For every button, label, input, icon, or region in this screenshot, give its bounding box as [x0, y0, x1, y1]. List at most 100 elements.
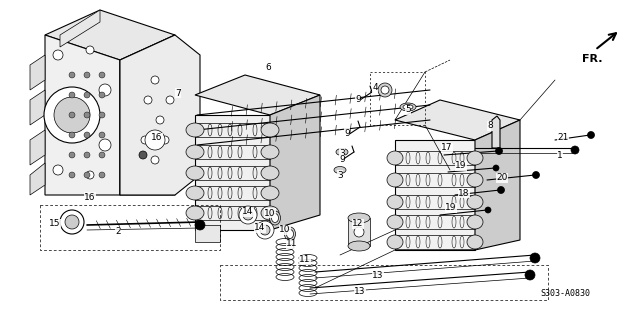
Circle shape [145, 130, 165, 150]
Circle shape [44, 87, 100, 143]
Circle shape [151, 156, 159, 164]
Circle shape [151, 76, 159, 84]
Circle shape [256, 221, 274, 239]
Text: 6: 6 [265, 64, 271, 73]
Circle shape [497, 186, 504, 193]
Circle shape [530, 253, 540, 263]
Polygon shape [30, 130, 45, 165]
Polygon shape [30, 163, 45, 195]
Ellipse shape [186, 186, 204, 200]
Bar [348, 218, 370, 246]
Polygon shape [45, 35, 120, 195]
Circle shape [86, 46, 94, 54]
Ellipse shape [387, 151, 403, 165]
Circle shape [84, 112, 90, 118]
Circle shape [69, 172, 75, 178]
Circle shape [493, 165, 499, 171]
Circle shape [532, 171, 540, 178]
Text: 13: 13 [372, 271, 384, 280]
Text: 19: 19 [445, 204, 457, 212]
Polygon shape [120, 35, 175, 195]
Text: 9: 9 [344, 128, 350, 137]
Circle shape [99, 139, 111, 151]
Text: 20: 20 [496, 174, 508, 183]
Circle shape [53, 165, 63, 175]
Ellipse shape [348, 241, 370, 251]
Ellipse shape [334, 167, 346, 174]
Circle shape [354, 227, 364, 237]
Circle shape [99, 112, 105, 118]
Polygon shape [492, 116, 500, 148]
Circle shape [99, 172, 105, 178]
Circle shape [495, 148, 502, 155]
Circle shape [69, 132, 75, 138]
Ellipse shape [285, 227, 296, 241]
Circle shape [99, 72, 105, 78]
Ellipse shape [403, 105, 413, 109]
Ellipse shape [387, 173, 403, 187]
Ellipse shape [348, 213, 370, 223]
Text: 4: 4 [372, 84, 378, 93]
Polygon shape [30, 90, 45, 125]
Text: 10: 10 [279, 225, 291, 234]
Text: 9: 9 [355, 95, 361, 105]
Text: 9: 9 [339, 156, 345, 164]
Text: 14: 14 [254, 224, 266, 232]
Circle shape [84, 92, 90, 98]
Ellipse shape [467, 235, 483, 249]
Text: 1: 1 [557, 150, 563, 160]
Circle shape [84, 172, 90, 178]
Text: 13: 13 [355, 287, 365, 296]
Ellipse shape [261, 145, 279, 159]
Text: 16: 16 [84, 192, 96, 202]
Circle shape [84, 152, 90, 158]
Circle shape [99, 92, 105, 98]
Ellipse shape [467, 215, 483, 229]
Text: 12: 12 [352, 219, 364, 229]
Circle shape [381, 86, 389, 94]
Circle shape [156, 116, 164, 124]
Circle shape [243, 210, 253, 220]
Circle shape [166, 96, 174, 104]
Circle shape [141, 136, 149, 144]
Ellipse shape [261, 166, 279, 180]
Circle shape [65, 215, 79, 229]
Polygon shape [195, 115, 270, 230]
Text: 3: 3 [337, 170, 343, 179]
Text: 16: 16 [151, 134, 163, 142]
Circle shape [69, 152, 75, 158]
Ellipse shape [186, 206, 204, 220]
Circle shape [588, 132, 595, 139]
Ellipse shape [467, 195, 483, 209]
Ellipse shape [287, 230, 294, 238]
Circle shape [525, 270, 535, 280]
Circle shape [60, 210, 84, 234]
Ellipse shape [387, 195, 403, 209]
Circle shape [485, 207, 491, 213]
Circle shape [69, 72, 75, 78]
Circle shape [239, 206, 257, 224]
Circle shape [139, 151, 147, 159]
Circle shape [69, 92, 75, 98]
Polygon shape [60, 10, 100, 47]
Text: 18: 18 [458, 189, 470, 197]
Text: 5: 5 [405, 106, 411, 114]
Text: 11: 11 [300, 255, 311, 265]
Polygon shape [120, 35, 200, 195]
Ellipse shape [186, 145, 204, 159]
Circle shape [260, 225, 270, 235]
Ellipse shape [261, 186, 279, 200]
Text: 2: 2 [115, 227, 121, 237]
Ellipse shape [387, 215, 403, 229]
Polygon shape [395, 100, 520, 140]
Polygon shape [195, 75, 320, 115]
Ellipse shape [387, 235, 403, 249]
Circle shape [99, 152, 105, 158]
Polygon shape [270, 95, 320, 230]
Ellipse shape [467, 151, 483, 165]
Text: 7: 7 [175, 88, 181, 98]
Text: FR.: FR. [582, 54, 602, 64]
Circle shape [86, 171, 94, 179]
Circle shape [99, 132, 105, 138]
Text: 10: 10 [264, 209, 276, 218]
